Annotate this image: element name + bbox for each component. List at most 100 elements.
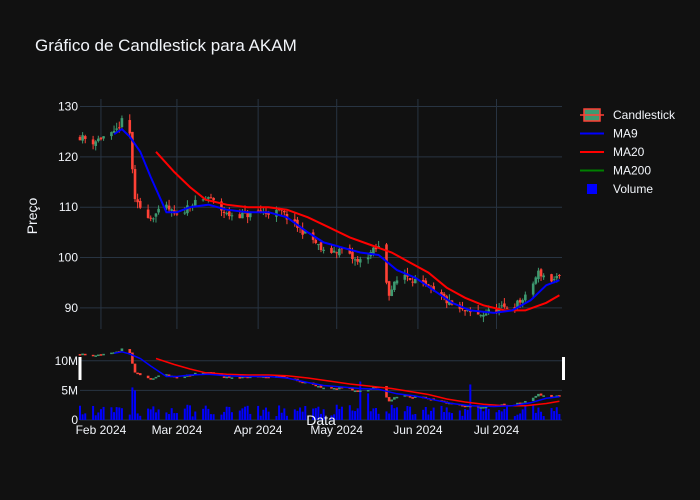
volume-bar bbox=[262, 409, 265, 420]
date-tick-label: Jul 2024 bbox=[474, 423, 520, 437]
overview-candle bbox=[503, 403, 506, 406]
overview-candle bbox=[301, 381, 304, 384]
overview-candle bbox=[83, 353, 87, 356]
candle-body bbox=[167, 205, 171, 210]
overview-candle bbox=[351, 388, 354, 391]
candle-body bbox=[518, 299, 522, 303]
volume-bar bbox=[204, 405, 207, 420]
volume-bar bbox=[154, 412, 157, 420]
candle-body bbox=[115, 128, 118, 130]
overview-candle bbox=[238, 377, 242, 379]
volume-bar bbox=[340, 406, 343, 420]
volume-bar bbox=[191, 416, 194, 420]
range-slider-left-handle[interactable] bbox=[78, 357, 82, 380]
overview-candle bbox=[152, 378, 155, 380]
volume-bar bbox=[202, 408, 205, 420]
candle-body bbox=[83, 136, 87, 139]
candle-body bbox=[387, 281, 391, 296]
volume-bar bbox=[102, 406, 105, 420]
overview-candle bbox=[267, 376, 270, 379]
candle-body bbox=[212, 197, 215, 201]
volume-bar bbox=[542, 416, 545, 420]
candle-body bbox=[332, 250, 336, 253]
volume-bar bbox=[495, 412, 498, 420]
overview-candle bbox=[201, 372, 205, 375]
candle-body bbox=[152, 218, 155, 220]
volume-bar bbox=[458, 410, 461, 420]
volume-bar bbox=[220, 414, 223, 420]
volume-bar bbox=[390, 404, 393, 420]
overview-candle bbox=[246, 376, 249, 379]
overview-candle bbox=[403, 395, 407, 397]
candle-body bbox=[552, 279, 556, 281]
overview-candle bbox=[555, 395, 559, 397]
volume-bar bbox=[354, 411, 357, 420]
candle-body bbox=[183, 212, 187, 214]
candle-body bbox=[448, 300, 451, 305]
candle-body bbox=[78, 136, 82, 141]
candle-body bbox=[534, 277, 538, 284]
candle-body bbox=[131, 131, 134, 170]
volume-bar bbox=[238, 410, 241, 420]
overview-candle bbox=[516, 402, 519, 406]
price-tick-label: 100 bbox=[58, 251, 78, 265]
volume-bar bbox=[283, 408, 286, 420]
overview-candle bbox=[131, 352, 134, 364]
volume-bar bbox=[532, 405, 535, 420]
volume-bar bbox=[134, 390, 137, 420]
overview-candle bbox=[356, 390, 359, 392]
candle-body bbox=[424, 280, 428, 285]
volume-bar bbox=[264, 407, 267, 420]
volume-bar bbox=[411, 414, 414, 420]
volume-bar bbox=[333, 414, 336, 420]
candle-body bbox=[314, 239, 318, 244]
date-tick-label: Feb 2024 bbox=[76, 423, 127, 437]
volume-bar bbox=[168, 414, 171, 420]
overview-candle bbox=[353, 390, 357, 393]
overview-candle bbox=[165, 374, 168, 376]
volume-bar bbox=[139, 415, 142, 420]
candle-body bbox=[442, 293, 446, 298]
candle-body bbox=[228, 211, 231, 217]
volume-bar bbox=[170, 408, 173, 420]
volume-bar bbox=[79, 405, 81, 420]
overview-candle bbox=[230, 377, 234, 379]
volume-bar bbox=[464, 409, 467, 420]
range-slider-right-handle[interactable] bbox=[562, 357, 565, 380]
overview-candle bbox=[110, 352, 113, 355]
candle-body bbox=[353, 259, 357, 261]
overview-candle bbox=[531, 397, 535, 402]
overview-candle bbox=[390, 399, 394, 402]
legend-label: MA20 bbox=[613, 145, 645, 159]
overview-candle bbox=[537, 393, 540, 397]
candle-body bbox=[427, 284, 430, 286]
overview-candle bbox=[248, 376, 252, 379]
volume-bar bbox=[359, 381, 362, 420]
overview-candle bbox=[411, 397, 414, 399]
candle-body bbox=[94, 141, 98, 146]
overview-candle bbox=[387, 397, 391, 402]
candle-body bbox=[154, 213, 158, 217]
volume-bar bbox=[513, 416, 516, 420]
overview-candle bbox=[97, 354, 100, 357]
ma9-line bbox=[113, 127, 560, 314]
volume-bar bbox=[461, 415, 464, 420]
candle-body bbox=[408, 278, 412, 281]
candle-body bbox=[81, 135, 84, 141]
candle-body bbox=[555, 275, 559, 279]
candle-body bbox=[275, 209, 278, 217]
overview-candle bbox=[183, 376, 187, 379]
volume-bar bbox=[207, 408, 210, 420]
volume-bar bbox=[550, 408, 553, 420]
volume-bar bbox=[375, 408, 378, 420]
overview-candle bbox=[193, 372, 197, 375]
volume-bar bbox=[500, 411, 503, 420]
volume-bar bbox=[317, 406, 320, 420]
overview-candle bbox=[338, 387, 341, 390]
volume-bar bbox=[259, 415, 262, 420]
overview-candle bbox=[99, 354, 103, 356]
candle-body bbox=[220, 201, 223, 211]
volume-bar bbox=[81, 414, 84, 420]
